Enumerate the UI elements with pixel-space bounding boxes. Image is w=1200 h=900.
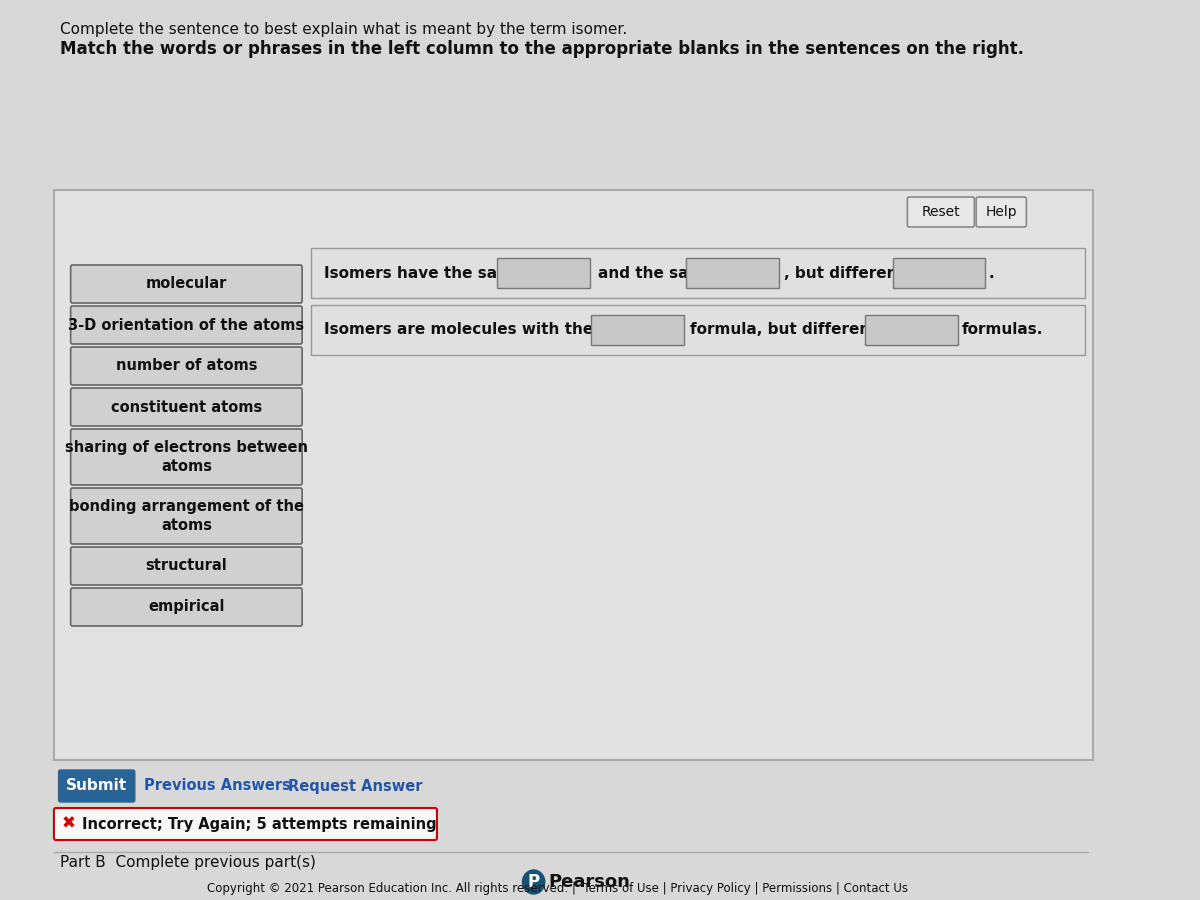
Text: Pearson: Pearson	[548, 873, 630, 891]
Bar	[686, 258, 779, 288]
Text: Reset: Reset	[922, 205, 960, 219]
FancyBboxPatch shape	[71, 547, 302, 585]
Bar	[497, 258, 590, 288]
Text: bonding arrangement of the
atoms: bonding arrangement of the atoms	[68, 500, 304, 533]
FancyBboxPatch shape	[71, 306, 302, 344]
Text: constituent atoms: constituent atoms	[110, 400, 262, 415]
Text: Complete the sentence to best explain what is meant by the term isomer.: Complete the sentence to best explain wh…	[60, 22, 628, 37]
FancyBboxPatch shape	[59, 770, 134, 802]
Bar	[312, 248, 1085, 298]
Bar	[592, 315, 684, 345]
Bar	[865, 315, 958, 345]
Text: Copyright © 2021 Pearson Education Inc. All rights reserved. |  Terms of Use | P: Copyright © 2021 Pearson Education Inc. …	[208, 882, 908, 895]
Text: Match the words or phrases in the left column to the appropriate blanks in the s: Match the words or phrases in the left c…	[60, 40, 1025, 58]
FancyBboxPatch shape	[71, 388, 302, 426]
Text: Part B  Complete previous part(s): Part B Complete previous part(s)	[60, 854, 317, 869]
Text: Isomers are molecules with the same: Isomers are molecules with the same	[324, 322, 643, 338]
Text: and the same: and the same	[598, 266, 714, 281]
Bar	[893, 258, 985, 288]
Bar	[54, 190, 1093, 760]
Text: formulas.: formulas.	[962, 322, 1044, 338]
Circle shape	[522, 870, 545, 894]
FancyBboxPatch shape	[71, 347, 302, 385]
Text: structural: structural	[145, 559, 227, 573]
Text: Isomers have the same: Isomers have the same	[324, 266, 523, 281]
Text: 3-D orientation of the atoms: 3-D orientation of the atoms	[68, 318, 305, 332]
Text: Request Answer: Request Answer	[288, 778, 422, 794]
FancyBboxPatch shape	[907, 197, 974, 227]
Text: Help: Help	[985, 205, 1018, 219]
Text: number of atoms: number of atoms	[115, 358, 257, 374]
FancyBboxPatch shape	[71, 588, 302, 626]
Text: , but different: , but different	[784, 266, 905, 281]
Text: Submit: Submit	[66, 778, 127, 794]
Text: formula, but different: formula, but different	[690, 322, 877, 338]
FancyBboxPatch shape	[71, 265, 302, 303]
FancyBboxPatch shape	[71, 429, 302, 485]
FancyBboxPatch shape	[54, 808, 437, 840]
Text: P: P	[528, 873, 540, 891]
FancyBboxPatch shape	[976, 197, 1026, 227]
Text: .: .	[989, 266, 994, 281]
Text: Incorrect; Try Again; 5 attempts remaining: Incorrect; Try Again; 5 attempts remaini…	[82, 816, 437, 832]
Text: ✖: ✖	[62, 815, 76, 833]
Text: molecular: molecular	[145, 276, 227, 292]
Bar	[312, 305, 1085, 355]
Text: Previous Answers: Previous Answers	[144, 778, 290, 794]
Text: empirical: empirical	[148, 599, 224, 615]
Text: sharing of electrons between
atoms: sharing of electrons between atoms	[65, 440, 308, 473]
FancyBboxPatch shape	[71, 488, 302, 544]
